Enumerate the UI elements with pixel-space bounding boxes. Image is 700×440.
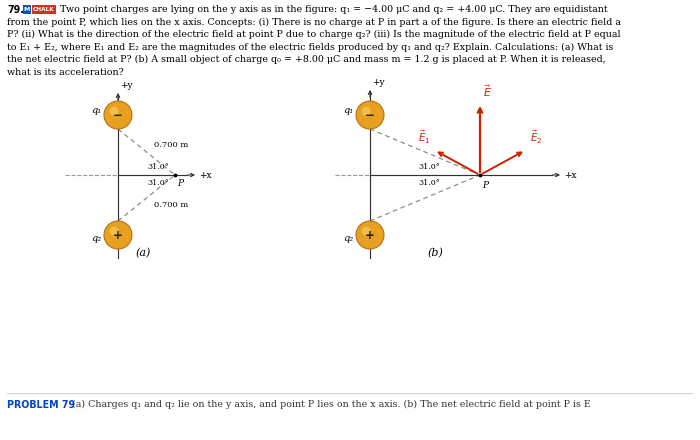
Text: 31.0°: 31.0° bbox=[418, 179, 440, 187]
Text: 31.0°: 31.0° bbox=[147, 179, 169, 187]
Text: $\vec{E}_2$: $\vec{E}_2$ bbox=[530, 129, 542, 146]
Text: CHALK: CHALK bbox=[33, 7, 55, 12]
Circle shape bbox=[362, 227, 370, 235]
Text: (a) Charges q₁ and q₂ lie on the y axis, and point P lies on the x axis. (b) The: (a) Charges q₁ and q₂ lie on the y axis,… bbox=[69, 400, 591, 409]
FancyBboxPatch shape bbox=[32, 5, 56, 14]
Circle shape bbox=[104, 101, 132, 129]
Text: 0.700 m: 0.700 m bbox=[155, 201, 189, 209]
Text: q₁: q₁ bbox=[91, 106, 101, 114]
Text: $\vec{E}$: $\vec{E}$ bbox=[483, 83, 492, 99]
Text: 31.0°: 31.0° bbox=[147, 163, 169, 171]
Text: (a): (a) bbox=[135, 248, 150, 258]
Text: (b): (b) bbox=[427, 248, 443, 258]
Text: M: M bbox=[24, 7, 30, 12]
Text: q₂: q₂ bbox=[343, 234, 353, 242]
Circle shape bbox=[356, 101, 384, 129]
Circle shape bbox=[104, 221, 132, 249]
Text: 31.0°: 31.0° bbox=[418, 163, 440, 171]
Text: q₁: q₁ bbox=[343, 106, 353, 114]
Text: the net electric field at P? (b) A small object of charge q₀ = +8.00 μC and mass: the net electric field at P? (b) A small… bbox=[7, 55, 606, 64]
Text: +x: +x bbox=[199, 171, 211, 180]
Text: +x: +x bbox=[564, 171, 577, 180]
Text: what is its acceleration?: what is its acceleration? bbox=[7, 67, 124, 77]
Text: +: + bbox=[365, 228, 375, 242]
Text: from the point P, which lies on the x axis. Concepts: (i) There is no charge at : from the point P, which lies on the x ax… bbox=[7, 18, 621, 27]
Text: Two point charges are lying on the y axis as in the figure: q₁ = −4.00 μC and q₂: Two point charges are lying on the y axi… bbox=[57, 5, 608, 14]
Text: +y: +y bbox=[372, 78, 384, 87]
Text: P? (ii) What is the direction of the electric field at point P due to charge q₂?: P? (ii) What is the direction of the ele… bbox=[7, 30, 621, 39]
Text: 79.: 79. bbox=[7, 5, 24, 15]
Text: +y: +y bbox=[120, 81, 132, 90]
FancyBboxPatch shape bbox=[23, 5, 31, 14]
Text: −: − bbox=[113, 109, 123, 121]
Text: q₂: q₂ bbox=[91, 234, 101, 242]
Circle shape bbox=[110, 106, 118, 116]
Text: +: + bbox=[113, 228, 123, 242]
Text: −: − bbox=[365, 109, 375, 121]
Text: to E₁ + E₂, where E₁ and E₂ are the magnitudes of the electric fields produced b: to E₁ + E₂, where E₁ and E₂ are the magn… bbox=[7, 43, 613, 51]
Circle shape bbox=[356, 221, 384, 249]
Circle shape bbox=[362, 106, 370, 116]
Text: $\vec{E}_1$: $\vec{E}_1$ bbox=[418, 129, 430, 146]
Text: P: P bbox=[482, 181, 488, 190]
Text: P: P bbox=[177, 179, 183, 188]
Text: 0.700 m: 0.700 m bbox=[155, 141, 189, 149]
Text: PROBLEM 79: PROBLEM 79 bbox=[7, 400, 75, 410]
Circle shape bbox=[110, 227, 118, 235]
